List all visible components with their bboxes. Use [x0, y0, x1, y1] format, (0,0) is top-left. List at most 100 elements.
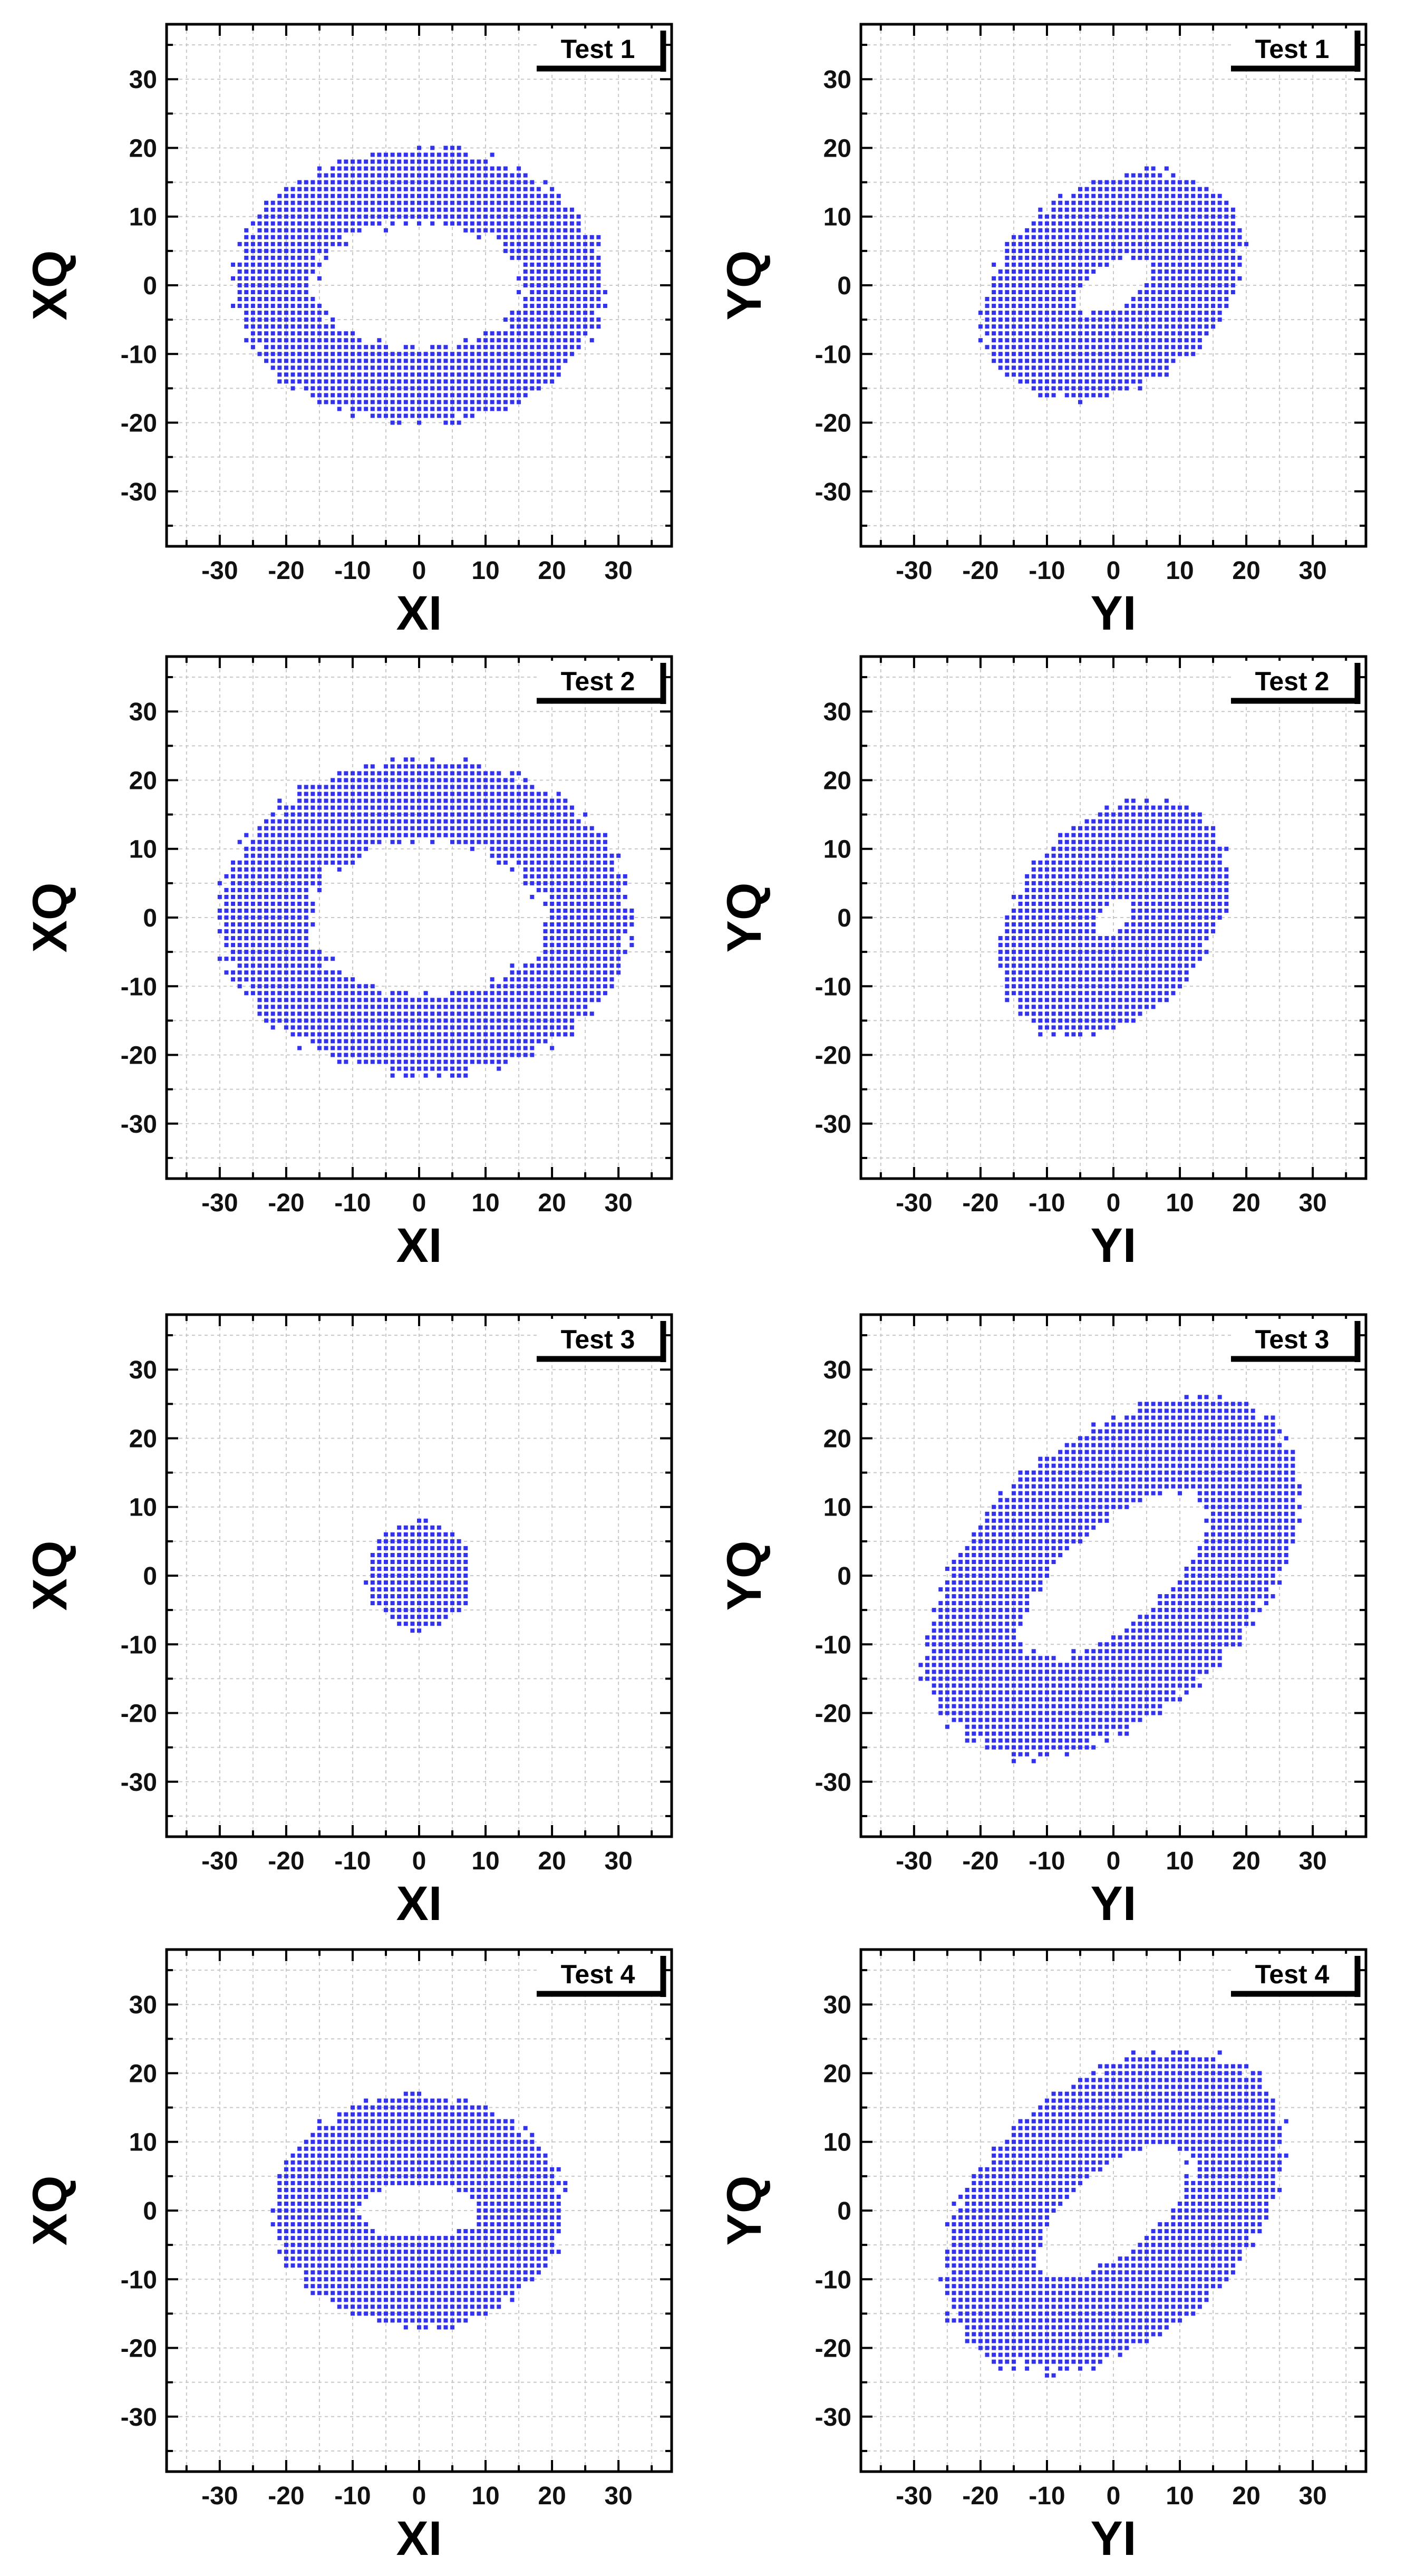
data-point	[1164, 922, 1169, 927]
data-point	[550, 359, 555, 363]
data-point	[470, 812, 474, 817]
data-point	[563, 221, 568, 226]
data-point	[470, 819, 474, 824]
data-point	[390, 166, 395, 171]
data-point	[629, 922, 634, 927]
y-tick-label: 20	[129, 767, 157, 795]
data-point	[1038, 998, 1043, 1002]
data-point	[583, 950, 588, 954]
data-point	[370, 1039, 375, 1044]
data-point	[503, 407, 508, 411]
data-point	[1091, 180, 1096, 185]
data-point	[1051, 977, 1056, 982]
data-point	[1151, 936, 1156, 941]
data-point	[257, 922, 262, 927]
data-point	[477, 826, 481, 831]
data-point	[450, 1039, 455, 1044]
data-point	[1084, 324, 1089, 329]
data-point	[450, 200, 455, 205]
data-point	[576, 276, 581, 281]
data-point	[1145, 331, 1149, 336]
data-point	[257, 915, 262, 920]
data-point	[483, 331, 488, 336]
data-point	[264, 228, 269, 233]
data-point	[463, 214, 468, 219]
data-point	[483, 778, 488, 783]
data-point	[1131, 915, 1136, 920]
data-point	[270, 242, 275, 246]
data-point	[510, 345, 515, 350]
data-point	[510, 1005, 515, 1009]
data-point	[403, 991, 408, 996]
data-point	[277, 874, 282, 879]
data-point	[1151, 311, 1156, 315]
data-point	[437, 778, 441, 783]
data-point	[1151, 963, 1156, 968]
data-point	[1051, 936, 1056, 941]
data-point	[237, 894, 242, 899]
data-point	[317, 798, 322, 803]
data-point	[331, 365, 335, 370]
data-point	[264, 317, 269, 322]
data-point	[569, 840, 574, 844]
data-point	[1171, 352, 1176, 356]
data-point	[277, 276, 282, 281]
data-point	[510, 331, 515, 336]
data-point	[237, 977, 242, 982]
data-point	[490, 853, 494, 858]
data-point	[1211, 324, 1216, 329]
data-point	[616, 915, 621, 920]
data-point	[277, 998, 282, 1002]
data-point	[1038, 324, 1043, 329]
data-point	[457, 386, 461, 391]
data-point	[992, 283, 996, 287]
data-point	[1064, 901, 1069, 906]
data-point	[497, 798, 501, 803]
data-point	[383, 200, 388, 205]
data-point	[510, 826, 515, 831]
data-point	[1098, 1011, 1102, 1016]
data-point	[383, 372, 388, 377]
data-point	[290, 860, 295, 865]
data-point	[1031, 331, 1036, 336]
data-point	[270, 214, 275, 219]
data-point	[589, 874, 594, 879]
data-point	[569, 957, 574, 961]
data-point	[1058, 379, 1063, 384]
data-point	[1078, 1032, 1082, 1037]
data-point	[297, 235, 302, 239]
data-point	[324, 1005, 328, 1009]
data-point	[1005, 957, 1010, 961]
data-point	[337, 207, 342, 212]
data-point	[1031, 970, 1036, 975]
y-tick-label: 0	[143, 272, 157, 300]
data-point	[317, 372, 322, 377]
data-point	[350, 1053, 355, 1057]
data-point	[1124, 304, 1129, 308]
data-point	[1230, 228, 1235, 233]
data-point	[1031, 228, 1036, 233]
data-point	[1131, 372, 1136, 377]
data-point	[550, 894, 555, 899]
data-point	[517, 393, 521, 398]
data-point	[1011, 248, 1016, 253]
data-point	[569, 276, 574, 281]
data-point	[311, 833, 315, 837]
data-point	[331, 242, 335, 246]
data-point	[1118, 359, 1122, 363]
data-point	[423, 393, 428, 398]
data-point	[483, 1053, 488, 1057]
data-point	[603, 915, 607, 920]
data-point	[1064, 365, 1069, 370]
data-point	[1204, 324, 1209, 329]
data-point	[470, 159, 474, 164]
data-point	[1078, 379, 1082, 384]
data-point	[1118, 379, 1122, 384]
data-point	[1058, 840, 1063, 844]
data-point	[563, 922, 568, 927]
data-point	[463, 1018, 468, 1023]
data-point	[503, 345, 508, 350]
data-point	[1071, 242, 1076, 246]
data-point	[1145, 297, 1149, 302]
